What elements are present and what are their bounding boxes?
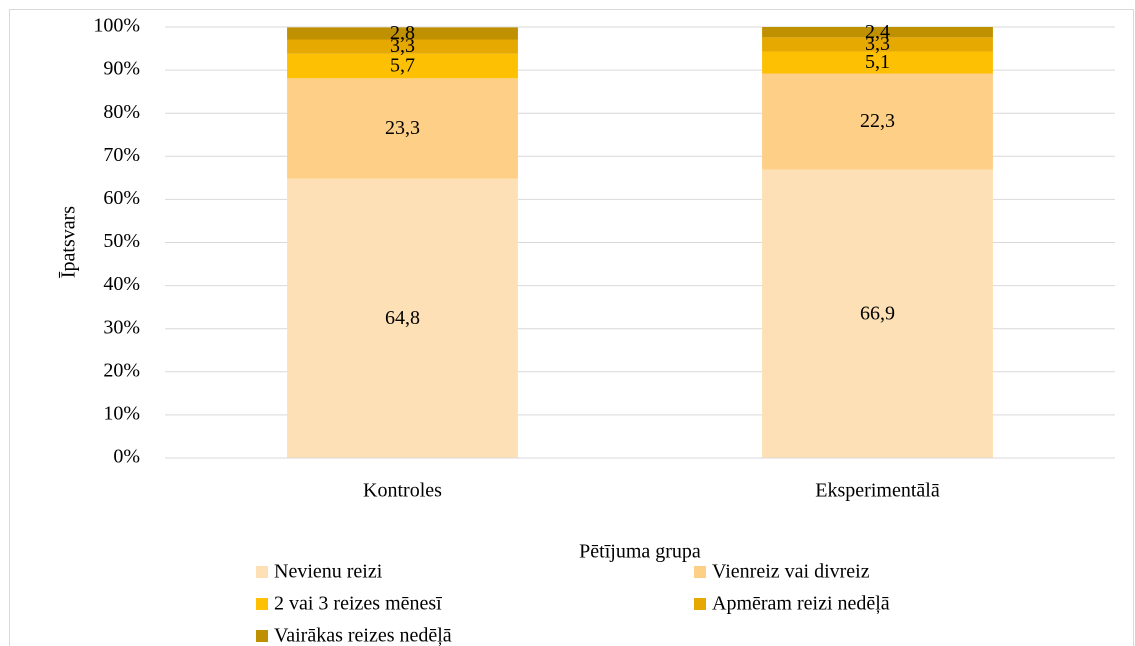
y-tick-label: 70% (103, 144, 140, 166)
legend-label: Nevienu reizi (274, 561, 383, 583)
bar-segment (762, 73, 993, 170)
y-tick-label: 10% (103, 402, 140, 424)
y-tick-label: 20% (103, 359, 140, 381)
bar-segment (762, 27, 993, 38)
y-tick-label: 80% (103, 101, 140, 123)
bar-segment (287, 27, 518, 40)
y-tick-label: 90% (103, 58, 140, 80)
legend-label: Vienreiz vai divreiz (712, 561, 870, 583)
value-label: 22,3 (860, 110, 895, 132)
bar-segment (762, 37, 993, 52)
bar-segment (287, 53, 518, 79)
y-tick-label: 60% (103, 187, 140, 209)
x-tick-label: Eksperimentālā (815, 480, 940, 502)
value-label: 5,7 (390, 55, 415, 77)
bar-segment (762, 169, 993, 458)
value-label: 3,3 (865, 33, 890, 55)
value-label: 2,4 (865, 21, 890, 43)
value-label: 64,8 (385, 307, 420, 329)
value-label: 23,3 (385, 117, 420, 139)
chart-border (9, 9, 1134, 646)
bar-segment (287, 178, 518, 458)
y-tick-label: 100% (93, 15, 140, 37)
legend-swatch (694, 598, 706, 610)
value-label: 3,3 (390, 35, 415, 57)
x-tick-label: Kontroles (363, 480, 442, 502)
value-label: 66,9 (860, 302, 895, 324)
value-label: 5,1 (865, 51, 890, 73)
legend-swatch (694, 566, 706, 578)
y-axis-label: Īpatsvars (58, 206, 80, 278)
y-tick-label: 40% (103, 273, 140, 295)
legend-swatch (256, 566, 268, 578)
bar-segment (287, 78, 518, 179)
legend-swatch (256, 598, 268, 610)
y-tick-label: 50% (103, 230, 140, 252)
legend-label: Vairākas reizes nedēļā (274, 625, 452, 646)
x-axis-label: Pētījuma grupa (579, 541, 701, 563)
legend-label: Apmēram reizi nedēļā (712, 593, 890, 615)
bar-segment (287, 39, 518, 54)
bar-segment (762, 51, 993, 74)
y-tick-label: 0% (113, 446, 140, 468)
legend-swatch (256, 630, 268, 642)
y-tick-label: 30% (103, 316, 140, 338)
value-label: 2,8 (390, 22, 415, 44)
legend-label: 2 vai 3 reizes mēnesī (274, 593, 442, 615)
